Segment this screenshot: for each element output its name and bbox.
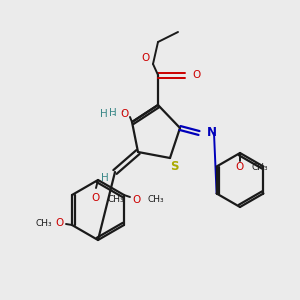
- Text: -: -: [112, 109, 116, 119]
- Text: O: O: [192, 70, 200, 80]
- Text: CH₃: CH₃: [107, 196, 124, 205]
- Text: H: H: [101, 173, 109, 183]
- Text: S: S: [170, 160, 178, 172]
- Text: O: O: [236, 162, 244, 172]
- Text: O: O: [132, 195, 140, 205]
- Text: CH₃: CH₃: [252, 163, 268, 172]
- Text: O: O: [92, 193, 100, 203]
- Text: O: O: [120, 109, 128, 119]
- Text: ·: ·: [121, 106, 125, 119]
- Text: O: O: [142, 53, 150, 63]
- Text: H: H: [100, 109, 108, 119]
- Text: O: O: [56, 218, 64, 228]
- Text: CH₃: CH₃: [35, 218, 52, 227]
- Text: CH₃: CH₃: [148, 196, 165, 205]
- Text: N: N: [207, 127, 217, 140]
- Text: H: H: [109, 108, 117, 118]
